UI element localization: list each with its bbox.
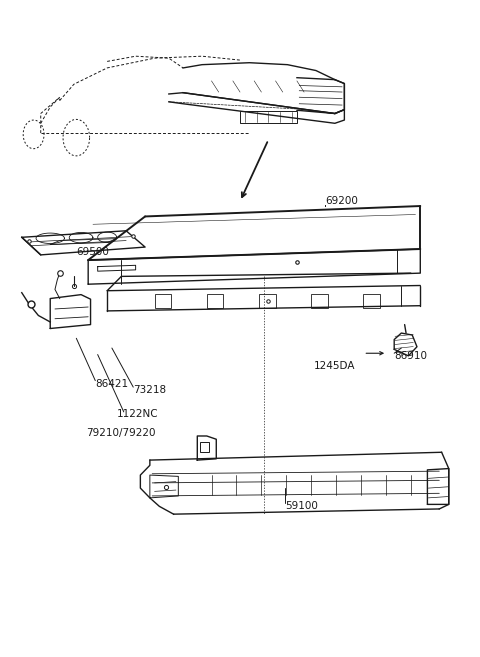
Bar <box>155 294 171 308</box>
Bar <box>200 442 209 452</box>
Text: 1245DA: 1245DA <box>313 361 355 371</box>
Text: 79210/79220: 79210/79220 <box>86 428 156 438</box>
Text: 69200: 69200 <box>325 196 358 206</box>
Text: 1122NC: 1122NC <box>117 409 158 419</box>
Text: 86910: 86910 <box>394 351 427 361</box>
Bar <box>240 111 297 123</box>
Text: 73218: 73218 <box>133 386 167 396</box>
Bar <box>207 294 223 308</box>
Bar <box>311 294 328 308</box>
Text: 86421: 86421 <box>96 379 129 389</box>
Text: 69500: 69500 <box>76 246 109 257</box>
Bar <box>363 294 380 308</box>
Bar <box>259 294 276 308</box>
Text: 59100: 59100 <box>285 501 318 510</box>
